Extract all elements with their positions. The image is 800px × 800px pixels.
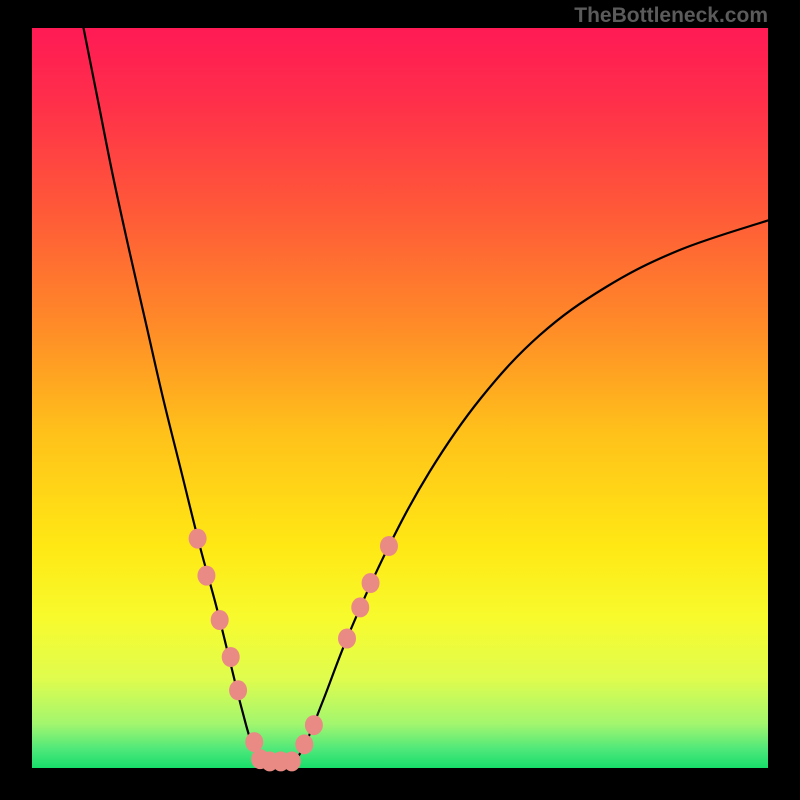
data-marker [283, 751, 301, 771]
data-marker [338, 629, 356, 649]
data-marker [229, 680, 247, 700]
data-marker [305, 715, 323, 735]
plot-background [32, 28, 768, 768]
data-marker [189, 529, 207, 549]
watermark-text: TheBottleneck.com [574, 4, 768, 28]
data-marker [222, 647, 240, 667]
data-marker [295, 734, 313, 754]
data-marker [197, 566, 215, 586]
bottleneck-chart [0, 0, 800, 800]
chart-stage: TheBottleneck.com [0, 0, 800, 800]
data-marker [380, 536, 398, 556]
data-marker [351, 597, 369, 617]
data-marker [245, 732, 263, 752]
data-marker [211, 610, 229, 630]
data-marker [362, 573, 380, 593]
